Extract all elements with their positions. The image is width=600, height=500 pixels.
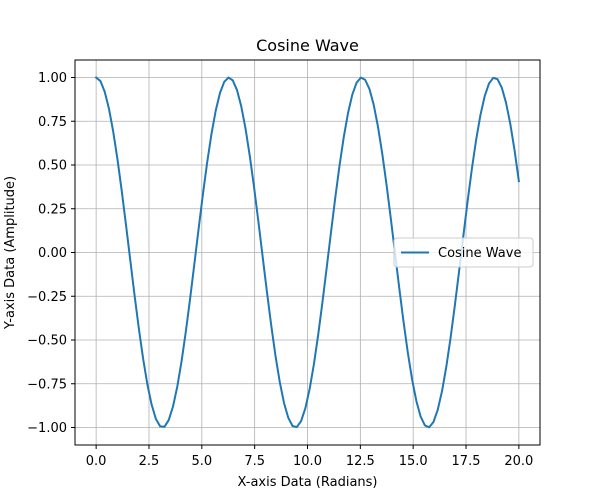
x-tick-label: 20.0 (504, 454, 533, 469)
series-line-cosine-wave (94, 76, 520, 429)
y-tick-label: −1.00 (27, 421, 67, 436)
y-tick-label: 1.00 (38, 71, 67, 86)
x-tick-label: 10.0 (293, 454, 322, 469)
x-tick-label: 15.0 (399, 454, 428, 469)
ticks: 0.0 2.5 5.0 7.5 10.0 12.5 15.0 17.5 20.0 −1.00 −0.… (27, 71, 533, 469)
chart-title: Cosine Wave (256, 36, 359, 55)
y-tick-label: −0.25 (27, 290, 67, 305)
y-tick-label: −0.75 (27, 377, 67, 392)
legend-label: Cosine Wave (438, 246, 521, 261)
legend: Cosine Wave (393, 237, 534, 268)
y-tick-label: 0.75 (38, 115, 67, 130)
x-tick-label: 0.0 (86, 454, 107, 469)
x-tick-label: 7.5 (244, 454, 265, 469)
y-tick-label: 0.00 (38, 246, 67, 261)
y-axis-title: Y-axis Data (Amplitude) (3, 176, 18, 330)
x-axis-title: X-axis Data (Radians) (238, 475, 378, 490)
y-tick-label: −0.50 (27, 334, 67, 349)
x-tick-label: 5.0 (191, 454, 212, 469)
y-tick-label: 0.25 (38, 202, 67, 217)
x-tick-label: 17.5 (452, 454, 481, 469)
x-tick-label: 12.5 (346, 454, 375, 469)
series-layer (94, 76, 520, 429)
y-tick-label: 0.50 (38, 159, 67, 174)
x-tick-label: 2.5 (139, 454, 160, 469)
legend-box (393, 237, 534, 268)
